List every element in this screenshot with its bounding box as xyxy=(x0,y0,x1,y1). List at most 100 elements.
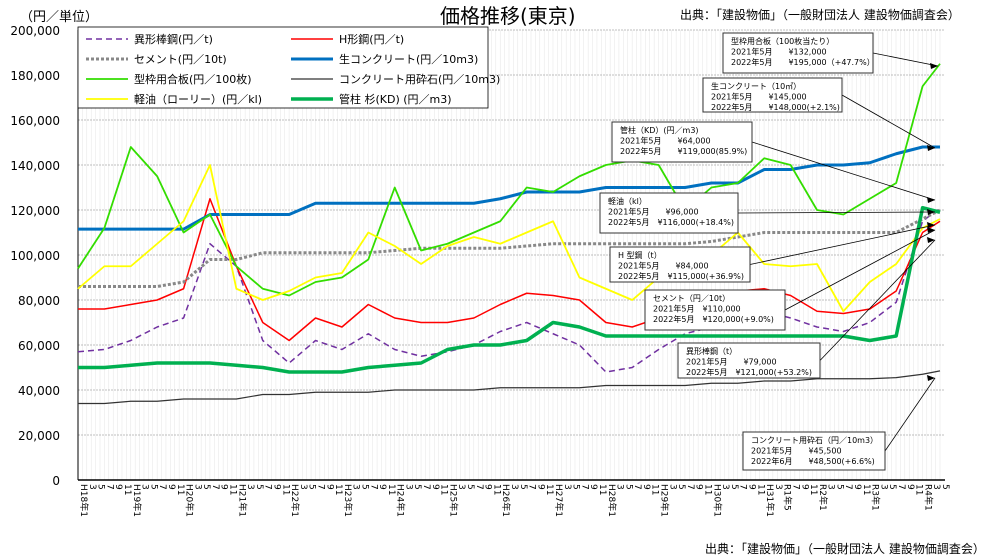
y-tick-label: 100,000 xyxy=(10,249,60,263)
annotation-text: 2022年5月 ¥120,000(+9.0%) xyxy=(653,314,774,324)
x-tick-label: H26年1 xyxy=(500,484,512,517)
x-tick-label: 7 xyxy=(474,484,484,490)
x-tick-label: 5 xyxy=(834,484,844,490)
x-tick-label: H25年1 xyxy=(447,484,459,517)
annotation-text: 2022年6月 ¥48,500(+6.6%) xyxy=(751,456,875,466)
x-tick-label: H18年1 xyxy=(78,484,90,517)
x-tick-label: 11 xyxy=(703,484,713,495)
x-tick-label: 7 xyxy=(315,484,325,490)
x-tick-label: 9 xyxy=(641,484,651,490)
x-tick-label: 3 xyxy=(509,484,519,490)
x-tick-label: H24年1 xyxy=(395,484,407,517)
x-tick-label: 5 xyxy=(518,484,528,490)
x-tick-label: 11 xyxy=(280,484,290,495)
x-tick-label: 5 xyxy=(676,484,686,490)
x-tick-label: 11 xyxy=(122,484,132,495)
series-line-2 xyxy=(78,208,941,288)
x-tick-label: 11 xyxy=(491,484,501,495)
annotation-text: 2022年5月 ¥116,000(+18.4%) xyxy=(608,217,734,227)
x-tick-label: 5 xyxy=(571,484,581,490)
x-tick-label: H30年1 xyxy=(711,484,723,517)
annotation-text: 2021年5月 ¥110,000 xyxy=(653,304,741,314)
x-tick-label: 3 xyxy=(931,484,941,490)
x-tick-label: 3 xyxy=(403,484,413,490)
x-tick-label: 9 xyxy=(219,484,229,490)
x-tick-label: H27年1 xyxy=(553,484,565,517)
annotation-box xyxy=(611,121,753,163)
arrow-head-icon xyxy=(927,197,935,203)
annotation-text: 異形棒鋼（t） xyxy=(686,346,737,356)
x-tick-label: 7 xyxy=(685,484,695,490)
y-tick-label: 160,000 xyxy=(10,114,60,128)
x-tick-label: 11 xyxy=(808,484,818,495)
x-tick-label: 3 xyxy=(562,484,572,490)
annotation-box xyxy=(722,32,874,74)
x-tick-label: H19年1 xyxy=(131,484,143,517)
series-line-1 xyxy=(78,198,941,342)
annotation-box xyxy=(599,192,739,234)
x-tick-label: 7 xyxy=(210,484,220,490)
x-tick-label: H20年1 xyxy=(184,484,196,517)
x-tick-label: 7 xyxy=(157,484,167,490)
annotation-text: セメント（円／10t） xyxy=(653,294,730,303)
x-tick-label: 5 xyxy=(465,484,475,490)
x-tick-label: 7 xyxy=(738,484,748,490)
x-tick-label: 11 xyxy=(333,484,343,495)
annotation-leader-line xyxy=(784,229,936,311)
series-line-7 xyxy=(78,206,941,374)
annotation-text: 2021年5月 ¥64,000 xyxy=(620,136,711,146)
annotation-text: 2021年5月 ¥84,000 xyxy=(618,261,709,271)
annotation-leader-line xyxy=(872,52,939,67)
x-tick-label: 9 xyxy=(430,484,440,490)
legend-label: 軽油（ローリー）(円／kl) xyxy=(134,92,262,106)
source-top: 出典：「建設物価」（一般財団法人 建設物価調査会） xyxy=(680,8,960,22)
x-tick-label: 7 xyxy=(790,484,800,490)
x-tick-label: 5 xyxy=(254,484,264,490)
x-tick-label: 11 xyxy=(175,484,185,495)
x-tick-label: 9 xyxy=(799,484,809,490)
annotation-text: 2021年5月 ¥132,000 xyxy=(731,47,827,57)
x-tick-label: 5 xyxy=(201,484,211,490)
annotation-text: 2022年5月 ¥148,000(+2.1%) xyxy=(711,102,840,112)
y-tick-label: 120,000 xyxy=(10,204,60,218)
x-tick-label: 11 xyxy=(386,484,396,495)
legend: 異形棒鋼(円／t) H形鋼(円／t) セメント(円／10t) 生コンクリート(円／10… xyxy=(77,26,500,109)
x-tick-label: 7 xyxy=(368,484,378,490)
series-line-3 xyxy=(78,145,940,231)
x-tick-label: 3 xyxy=(192,484,202,490)
x-tick-label: 5 xyxy=(887,484,897,490)
x-tick-label: 7 xyxy=(896,484,906,490)
x-tick-label: 3 xyxy=(615,484,625,490)
x-tick-label: H28年1 xyxy=(606,484,618,517)
annotation-text: 2022年5月 ¥195,000（+47.7%） xyxy=(731,57,875,67)
series-line-5 xyxy=(78,370,941,405)
series-line-4 xyxy=(77,63,941,297)
x-tick-label: 7 xyxy=(843,484,853,490)
annotation-text: 2022年5月 ¥119,000(85.9%) xyxy=(620,146,747,156)
x-tick-label: 9 xyxy=(535,484,545,490)
arrow-head-icon xyxy=(930,63,938,69)
annotation-text: H 型鋼（t） xyxy=(618,250,662,260)
annotation-box xyxy=(644,289,786,331)
x-tick-label: R3年1 xyxy=(870,484,882,511)
x-tick-label: 3 xyxy=(87,484,97,490)
annotation-leader-line xyxy=(819,239,936,361)
x-tick-label: 3 xyxy=(140,484,150,490)
series-line-6 xyxy=(77,164,941,313)
y-axis-unit: （円／単位） xyxy=(20,10,99,25)
x-tick-label: 11 xyxy=(597,484,607,495)
x-tick-label: 3 xyxy=(667,484,677,490)
legend-label: 異形棒鋼(円／t) xyxy=(134,32,213,46)
x-tick-label: 11 xyxy=(861,484,871,495)
x-tick-label: 9 xyxy=(746,484,756,490)
x-tick-label: 11 xyxy=(544,484,554,495)
x-tick-label: 11 xyxy=(439,484,449,495)
annotation-text: 型枠用合板（100枚当たり） xyxy=(731,36,834,46)
annotation-leader-line xyxy=(751,141,936,201)
x-tick-label: 9 xyxy=(377,484,387,490)
